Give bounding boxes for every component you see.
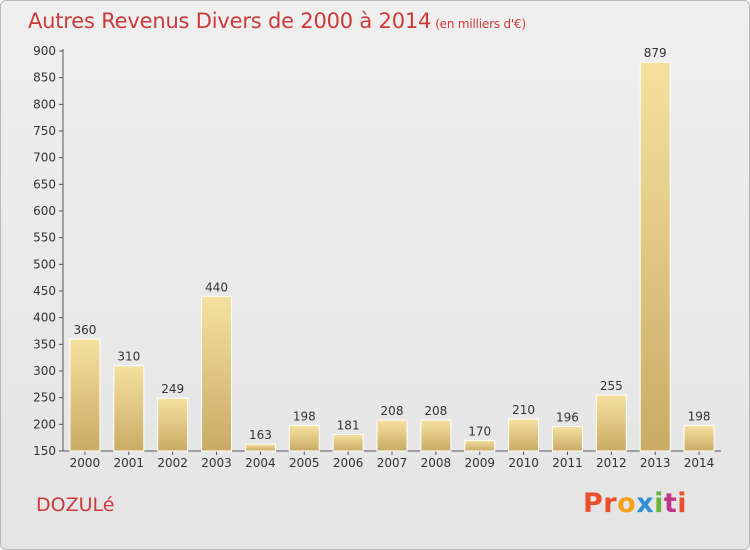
x-tick-label: 2004	[245, 456, 276, 470]
bar	[464, 439, 496, 452]
bar	[683, 424, 715, 452]
chart-subtitle: (en milliers d'€)	[435, 17, 526, 31]
x-tick-label: 2000	[70, 456, 101, 470]
y-tick-label: 750	[33, 124, 56, 138]
bar	[551, 425, 583, 452]
x-tick-label: 2003	[201, 456, 232, 470]
x-tick-label: 2008	[421, 456, 452, 470]
bar-value-label: 181	[337, 418, 360, 432]
bar	[508, 418, 540, 452]
brand-letter: x	[636, 488, 655, 519]
brand-letter: r	[603, 488, 618, 519]
y-tick-label: 350	[33, 337, 56, 351]
x-tick-label: 2006	[333, 456, 364, 470]
bar-value-label: 440	[205, 280, 228, 294]
bar-value-label: 360	[73, 323, 96, 337]
bar-value-label: 249	[161, 382, 184, 396]
bar	[69, 338, 101, 452]
bar	[288, 424, 320, 452]
y-tick-label: 400	[33, 311, 56, 325]
x-tick-label: 2010	[508, 456, 539, 470]
bar	[113, 365, 145, 452]
bar-value-label: 198	[293, 409, 316, 423]
bar	[244, 443, 276, 452]
x-tick-label: 2007	[377, 456, 408, 470]
bar	[639, 61, 671, 452]
x-tick-label: 2014	[684, 456, 715, 470]
bar	[157, 397, 189, 452]
bar-value-label: 210	[512, 403, 535, 417]
bar-value-label: 310	[117, 350, 140, 364]
bar-value-label: 163	[249, 428, 272, 442]
y-tick-label: 600	[33, 204, 56, 218]
bar-value-label: 208	[381, 404, 404, 418]
brand-letter: P	[583, 488, 604, 519]
bar-value-label: 196	[556, 410, 579, 424]
bar-value-label: 198	[688, 409, 711, 423]
bar	[332, 433, 364, 452]
y-tick-label: 150	[33, 444, 56, 458]
y-tick-label: 250	[33, 391, 56, 405]
x-tick-label: 2013	[640, 456, 671, 470]
bar	[420, 419, 452, 452]
y-tick-label: 800	[33, 97, 56, 111]
y-tick-label: 700	[33, 151, 56, 165]
brand-letter: i	[677, 488, 688, 519]
x-tick-label: 2002	[157, 456, 188, 470]
bar-value-label: 879	[644, 46, 667, 60]
x-tick-label: 2009	[464, 456, 495, 470]
brand-letter: t	[663, 488, 678, 519]
chart-title: Autres Revenus Divers de 2000 à 2014 (en …	[28, 9, 526, 33]
brand-letter: o	[617, 488, 637, 519]
x-tick-label: 2011	[552, 456, 583, 470]
bar	[376, 419, 408, 452]
y-tick-label: 200	[33, 417, 56, 431]
bar-value-label: 170	[468, 424, 491, 438]
brand-letter: i	[654, 488, 664, 519]
y-tick-label: 850	[33, 71, 56, 85]
y-tick-label: 550	[33, 231, 56, 245]
y-tick-label: 450	[33, 284, 56, 298]
x-tick-label: 2012	[596, 456, 627, 470]
y-tick-label: 500	[33, 257, 56, 271]
y-tick-label: 300	[33, 364, 56, 378]
bar-value-label: 208	[424, 404, 447, 418]
chart-title-text: Autres Revenus Divers de 2000 à 2014	[28, 9, 432, 33]
y-tick-label: 900	[33, 44, 56, 58]
bar	[201, 295, 233, 452]
town-name: DOZULé	[36, 494, 115, 516]
x-tick-label: 2001	[114, 456, 145, 470]
bar-value-label: 255	[600, 379, 623, 393]
proxiti-logo: Proxiti	[583, 488, 687, 519]
bar	[595, 394, 627, 452]
x-tick-label: 2005	[289, 456, 320, 470]
y-tick-label: 650	[33, 177, 56, 191]
